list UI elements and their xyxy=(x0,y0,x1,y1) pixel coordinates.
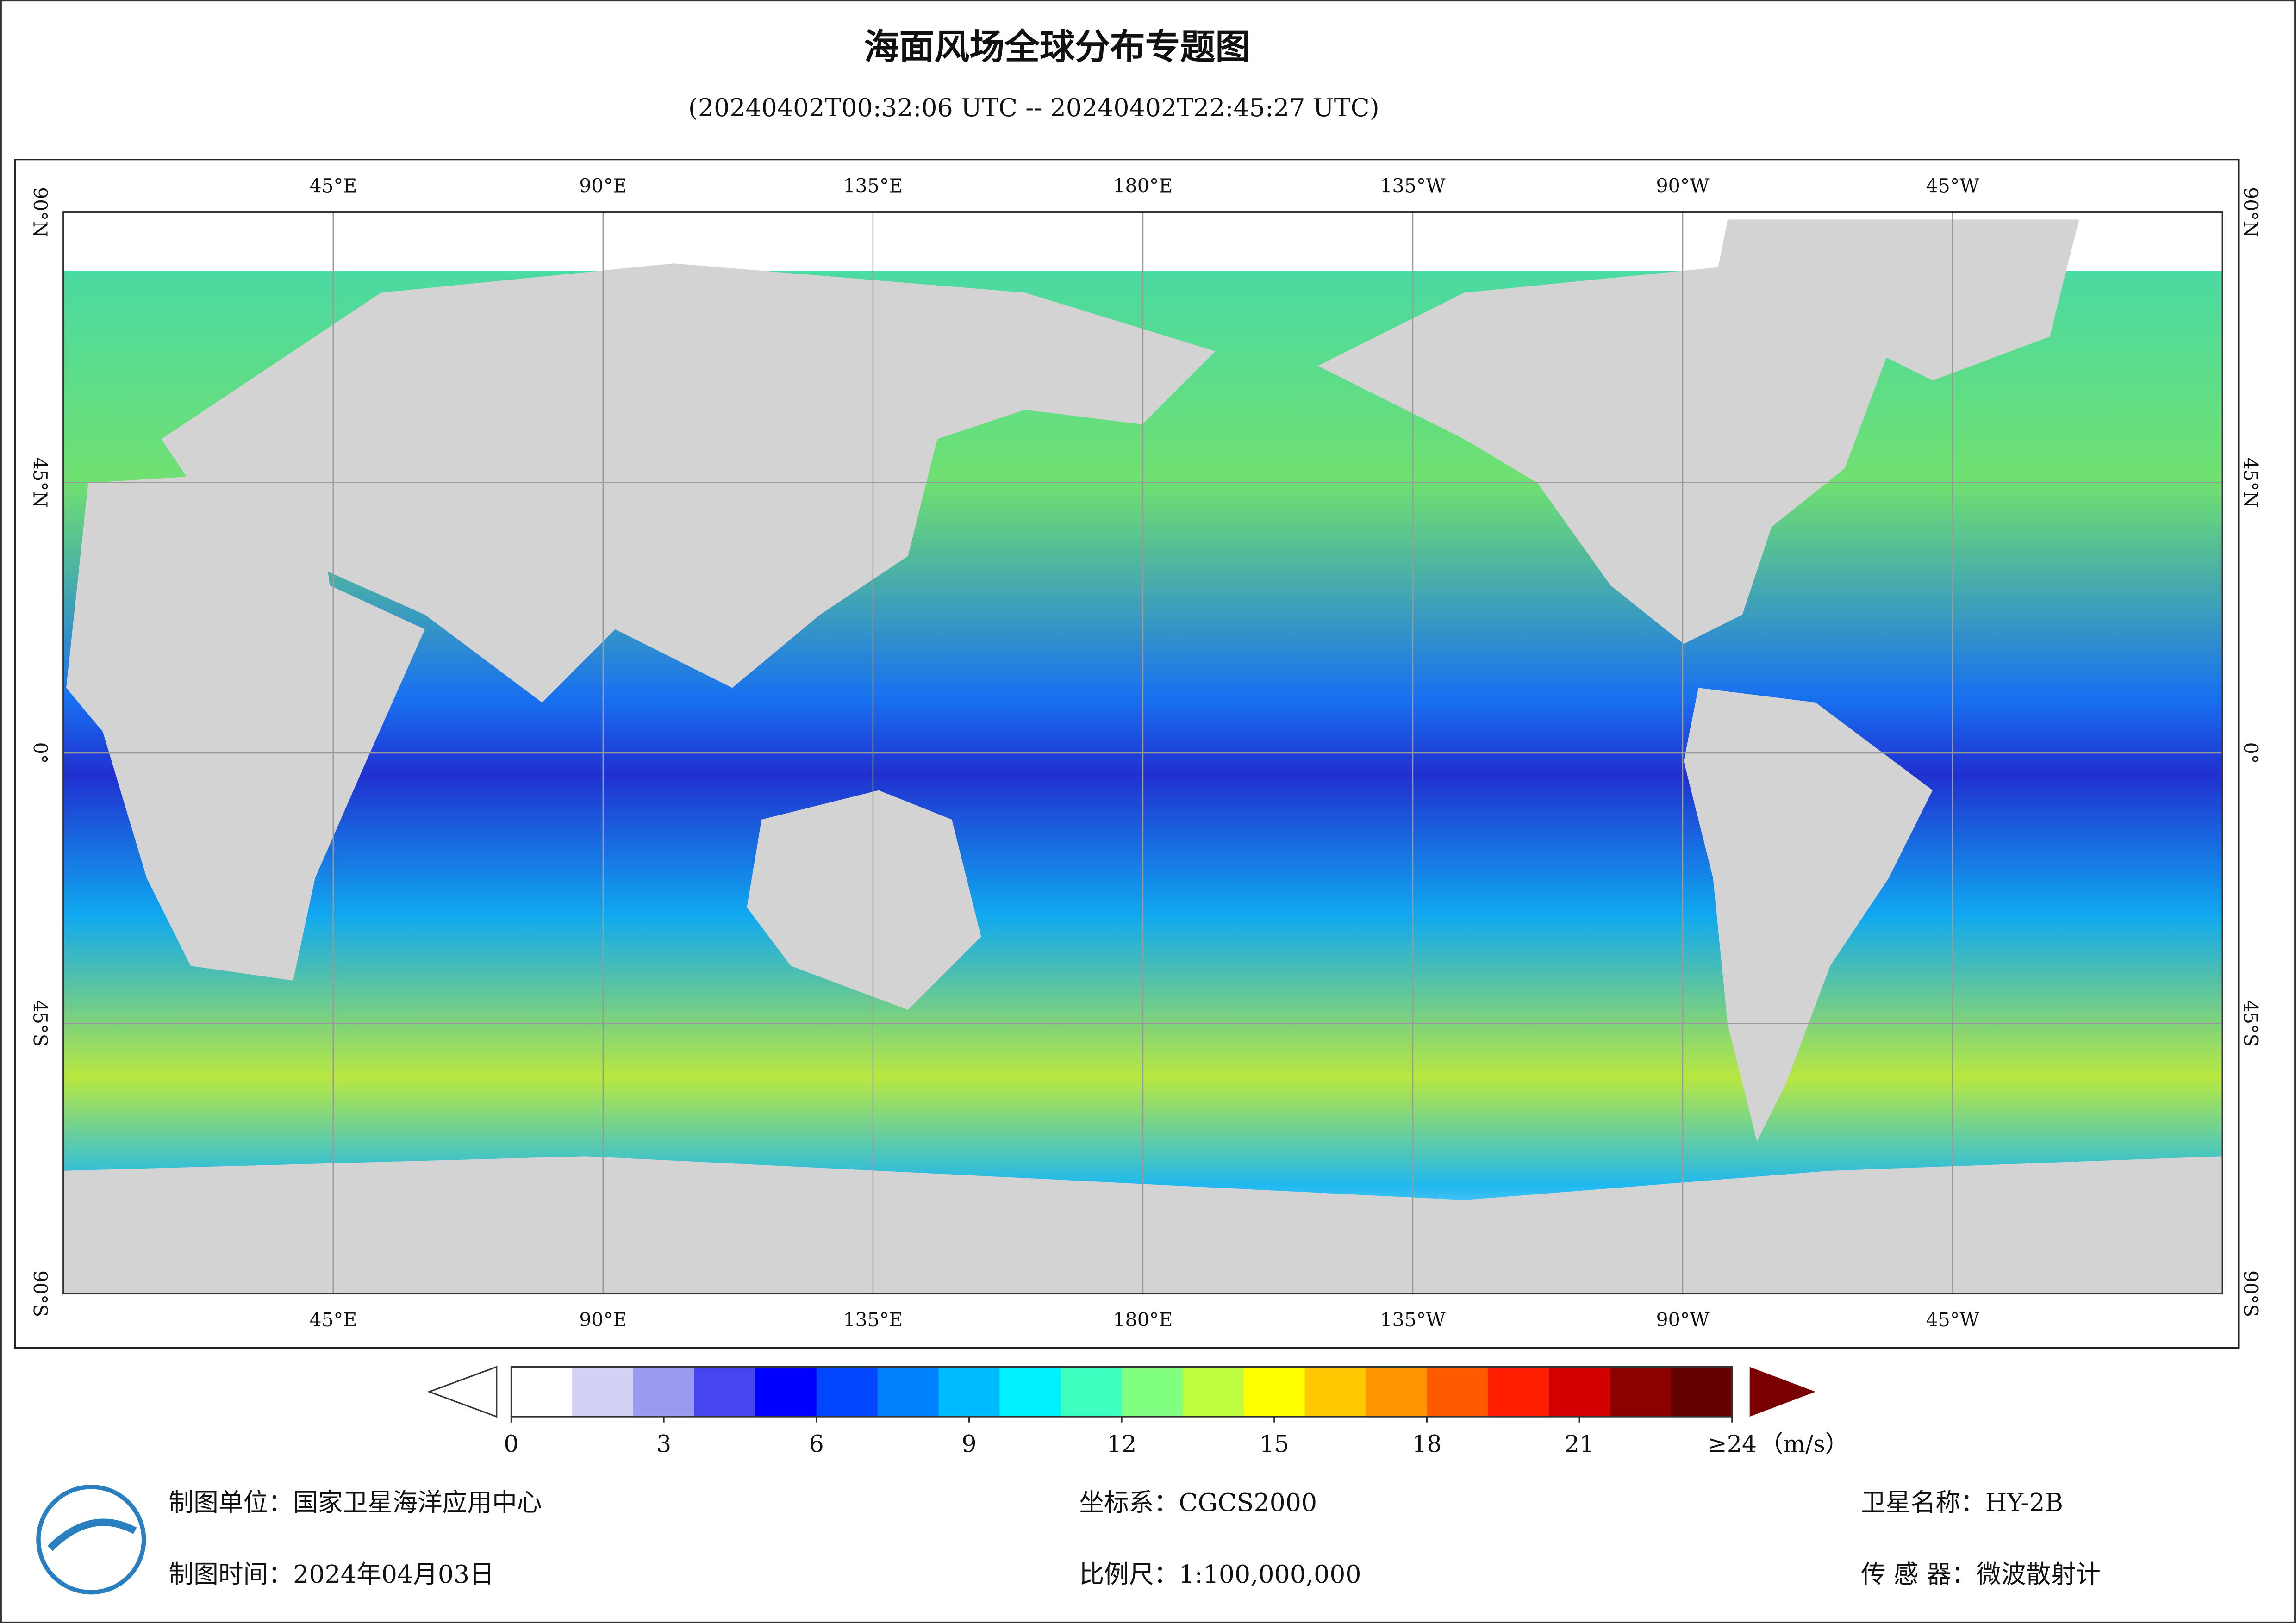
y-tick-label-right: 90°N xyxy=(2240,187,2262,237)
x-tick-label-top: 45°W xyxy=(1926,174,1980,197)
colorbar-swatch xyxy=(816,1367,879,1417)
colorbar-unit: （m/s） xyxy=(1759,1430,1848,1457)
y-tick-label-right: 45°S xyxy=(2240,1000,2262,1047)
y-tick-label-left: 45°S xyxy=(29,1000,51,1047)
land-australia xyxy=(747,790,981,1010)
footer-crs: 坐标系：CGCS2000 xyxy=(1079,1488,1317,1517)
colorbar-swatch xyxy=(999,1367,1061,1417)
colorbar-tick-label: 3 xyxy=(656,1430,671,1457)
colorbar-swatch xyxy=(694,1367,756,1417)
colorbar-swatch xyxy=(633,1367,695,1417)
footer-unit: 制图单位：国家卫星海洋应用中心 xyxy=(168,1488,542,1517)
colorbar-swatch xyxy=(1488,1367,1550,1417)
x-tick-label-bottom: 90°E xyxy=(579,1309,627,1331)
footer-date: 制图时间：2024年04月03日 xyxy=(168,1560,494,1589)
land-africa xyxy=(66,468,425,981)
x-tick-label-top: 90°E xyxy=(579,174,627,197)
footer-satellite: 卫星名称：HY-2B xyxy=(1861,1488,2063,1517)
colorbar-tick-label: 0 xyxy=(504,1430,518,1457)
colorbar-tick-label: 15 xyxy=(1260,1430,1289,1457)
colorbar-swatch xyxy=(1122,1367,1184,1417)
colorbar-tick-label: 21 xyxy=(1565,1430,1594,1457)
x-tick-label-top: 45°E xyxy=(309,174,357,197)
x-tick-label-bottom: 45°W xyxy=(1926,1309,1980,1331)
y-tick-label-right: 0° xyxy=(2240,742,2262,764)
colorbar-swatch xyxy=(877,1367,940,1417)
map-title: 海面风场全球分布专题图 xyxy=(864,26,1251,68)
map-frame xyxy=(14,159,2240,1349)
logo-wave xyxy=(47,1518,137,1551)
y-tick-label-left: 90°N xyxy=(29,187,51,237)
colorbar-swatch xyxy=(1549,1367,1611,1417)
colorbar-swatch xyxy=(1061,1367,1123,1417)
y-tick-label-left: 45°N xyxy=(29,457,51,508)
footer-sensor: 传 感 器：微波散射计 xyxy=(1861,1560,2101,1589)
map-border xyxy=(62,211,2223,1295)
colorbar-swatch xyxy=(755,1367,817,1417)
colorbar-tick-label: 9 xyxy=(961,1430,976,1457)
x-tick-label-bottom: 180°E xyxy=(1113,1309,1173,1331)
land-greenland xyxy=(1713,219,2079,381)
colorbar-tick-label: 12 xyxy=(1107,1430,1136,1457)
colorbar-swatch xyxy=(572,1367,634,1417)
colorbar-swatch xyxy=(1671,1367,1733,1417)
land-north-america xyxy=(1317,263,1889,644)
colorbar-swatch xyxy=(1243,1367,1306,1417)
colorbar-high-extend xyxy=(1749,1367,1816,1417)
y-tick-label-right: 90°S xyxy=(2240,1270,2262,1317)
colorbar-swatch xyxy=(1427,1367,1489,1417)
x-tick-label-top: 135°E xyxy=(843,174,903,197)
colorbar-tick-label: ≥24 xyxy=(1707,1430,1757,1457)
x-tick-label-bottom: 90°W xyxy=(1656,1309,1710,1331)
colorbar-low-extend xyxy=(427,1366,498,1418)
y-tick-label-left: 90°S xyxy=(29,1270,51,1317)
logo xyxy=(36,1485,146,1595)
y-tick-label-left: 0° xyxy=(29,742,51,764)
y-tick-label-right: 45°N xyxy=(2240,457,2262,508)
map-subtitle: (20240402T00:32:06 UTC -- 20240402T22:45… xyxy=(688,93,1379,122)
colorbar-swatch xyxy=(1182,1367,1245,1417)
colorbar-swatch xyxy=(1304,1367,1367,1417)
colorbar-swatch xyxy=(1366,1367,1428,1417)
colorbar-swatch xyxy=(938,1367,1000,1417)
x-tick-label-bottom: 135°E xyxy=(843,1309,903,1331)
x-tick-label-top: 90°W xyxy=(1656,174,1710,197)
x-tick-label-top: 135°W xyxy=(1380,174,1446,197)
colorbar-tick-label: 6 xyxy=(809,1430,824,1457)
map-area xyxy=(62,211,2223,1295)
footer-scale: 比例尺：1:100,000,000 xyxy=(1079,1560,1361,1589)
colorbar-swatch xyxy=(511,1367,573,1417)
x-tick-label-top: 180°E xyxy=(1113,174,1173,197)
colorbar-tick-label: 18 xyxy=(1412,1430,1441,1457)
x-tick-label-bottom: 135°W xyxy=(1380,1309,1446,1331)
land-south-america xyxy=(1684,688,1933,1142)
colorbar-swatch xyxy=(1610,1367,1672,1417)
x-tick-label-bottom: 45°E xyxy=(309,1309,357,1331)
